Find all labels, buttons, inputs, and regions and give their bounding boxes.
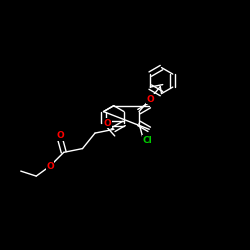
Text: O: O [147,95,154,104]
Text: O: O [104,119,111,128]
Text: O: O [56,131,64,140]
Text: O: O [46,162,54,170]
Text: Cl: Cl [142,136,152,145]
